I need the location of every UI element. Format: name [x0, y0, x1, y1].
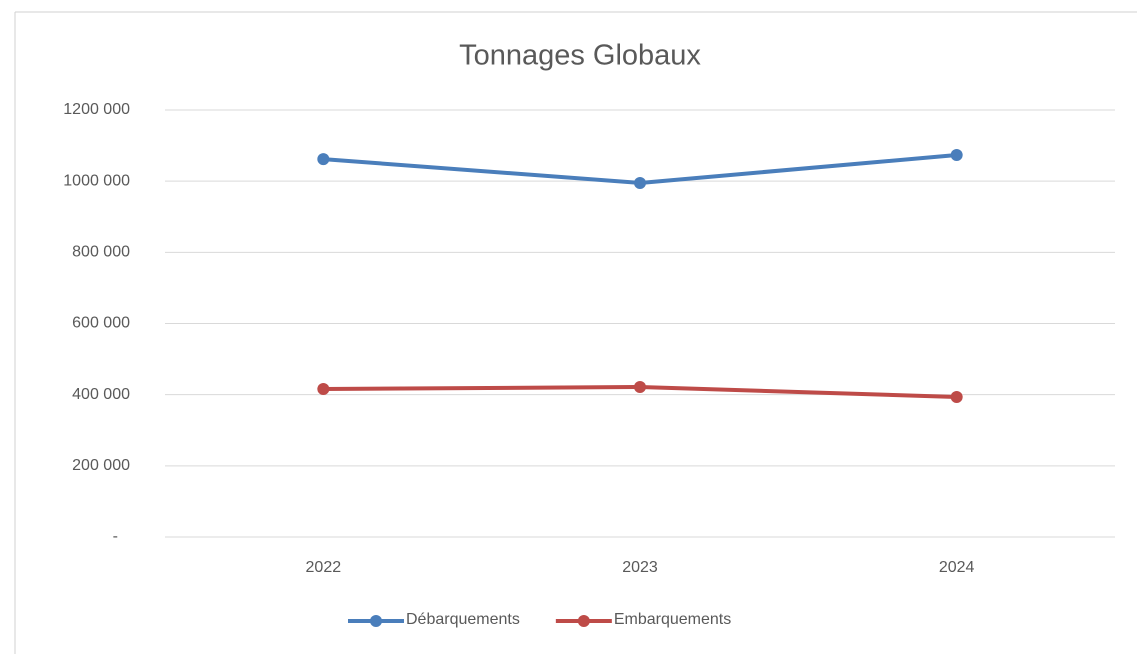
x-tick-label: 2023	[622, 559, 658, 576]
legend-marker	[577, 615, 590, 627]
y-tick-label: 800 000	[72, 244, 130, 261]
y-tick-label: 200 000	[72, 457, 130, 474]
y-tick-label: 400 000	[72, 386, 130, 403]
point	[634, 176, 646, 189]
legend-label: Embarquements	[614, 611, 731, 628]
chart-title: Tonnages Globaux	[459, 40, 701, 72]
x-tick-label: 2022	[306, 559, 342, 576]
point	[950, 149, 963, 162]
point	[950, 391, 963, 404]
point	[317, 382, 330, 395]
y-tick-label: -	[113, 528, 118, 545]
legend-marker	[370, 615, 382, 627]
point	[634, 381, 646, 394]
y-tick-label: 600 000	[72, 315, 130, 332]
y-tick-label: 1000 000	[63, 172, 130, 189]
x-tick-label: 2024	[939, 559, 975, 576]
point	[317, 153, 330, 166]
y-tick-label: 1200 000	[63, 101, 130, 118]
legend-label: Débarquements	[406, 611, 520, 628]
